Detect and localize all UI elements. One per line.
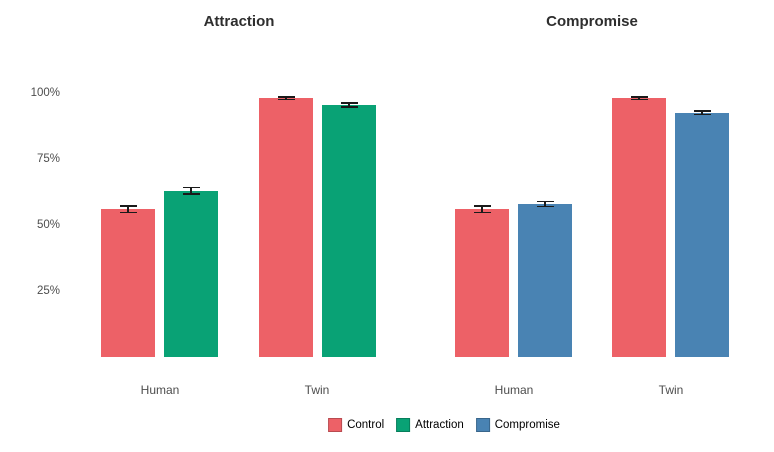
bar-attraction-human-attraction <box>164 190 218 357</box>
error-bar-cap-bottom <box>693 113 711 116</box>
error-bar-line <box>190 186 192 195</box>
error-bar-compromise-human-compromise <box>536 200 554 208</box>
error-bar-cap-top <box>340 102 358 104</box>
panel-title-attraction: Attraction <box>203 13 275 30</box>
x-axis-label-compromise-human: Human <box>494 383 534 397</box>
x-axis-label-attraction-twin: Twin <box>304 383 330 397</box>
error-bar-cap-bottom <box>536 205 554 208</box>
y-axis-tick-50: 50% <box>36 219 60 231</box>
error-bar-cap-top <box>473 205 491 207</box>
bar-attraction-human-control <box>101 209 155 357</box>
x-axis-label-compromise-twin: Twin <box>658 383 684 397</box>
error-bar-line <box>701 110 703 116</box>
legend-swatch-compromise <box>475 418 490 432</box>
error-bar-line <box>348 102 350 108</box>
error-bar-attraction-twin-control <box>277 96 295 101</box>
bar-compromise-twin-compromise <box>675 112 729 357</box>
error-bar-line <box>638 96 640 101</box>
error-bar-compromise-twin-compromise <box>693 110 711 116</box>
error-bar-cap-bottom <box>340 106 358 108</box>
y-axis-tick-25: 25% <box>36 285 60 297</box>
bar-compromise-human-compromise <box>518 203 572 357</box>
legend-swatch-attraction <box>396 418 411 432</box>
error-bar-compromise-human-control <box>473 205 491 214</box>
legend-label-compromise: Compromise <box>494 419 560 431</box>
bar-attraction-twin-attraction <box>322 104 376 357</box>
error-bar-cap-top <box>277 96 295 98</box>
error-bar-cap-bottom <box>630 98 648 101</box>
bar-attraction-twin-control <box>259 98 313 357</box>
error-bar-line <box>127 205 129 214</box>
error-bar-attraction-twin-attraction <box>340 102 358 108</box>
error-bar-cap-top <box>119 205 137 207</box>
error-bar-attraction-human-control <box>119 205 137 214</box>
legend-item-compromise: Compromise <box>475 418 560 432</box>
error-bar-cap-bottom <box>119 211 137 214</box>
bar-compromise-human-control <box>455 209 509 357</box>
error-bar-compromise-twin-control <box>630 96 648 101</box>
error-bar-line <box>285 96 287 101</box>
error-bar-cap-bottom <box>182 193 200 195</box>
panel-title-compromise: Compromise <box>546 13 638 30</box>
legend-item-control: Control <box>328 418 384 432</box>
error-bar-cap-top <box>536 200 554 203</box>
x-axis-label-attraction-human: Human <box>140 383 180 397</box>
legend: Control Attraction Compromise <box>328 418 560 432</box>
legend-swatch-control <box>328 418 343 432</box>
error-bar-line <box>481 205 483 214</box>
y-axis-tick-100: 100% <box>30 87 60 99</box>
legend-label-control: Control <box>347 419 385 431</box>
error-bar-cap-top <box>182 186 200 189</box>
error-bar-line <box>544 200 546 208</box>
bar-compromise-twin-control <box>612 98 666 357</box>
y-axis-tick-75: 75% <box>36 153 60 165</box>
error-bar-cap-top <box>693 110 711 112</box>
legend-label-attraction: Attraction <box>415 419 464 431</box>
legend-item-attraction: Attraction <box>396 418 464 432</box>
error-bar-cap-bottom <box>277 98 295 101</box>
error-bar-cap-bottom <box>473 211 491 214</box>
error-bar-cap-top <box>630 96 648 98</box>
error-bar-attraction-human-attraction <box>182 186 200 195</box>
